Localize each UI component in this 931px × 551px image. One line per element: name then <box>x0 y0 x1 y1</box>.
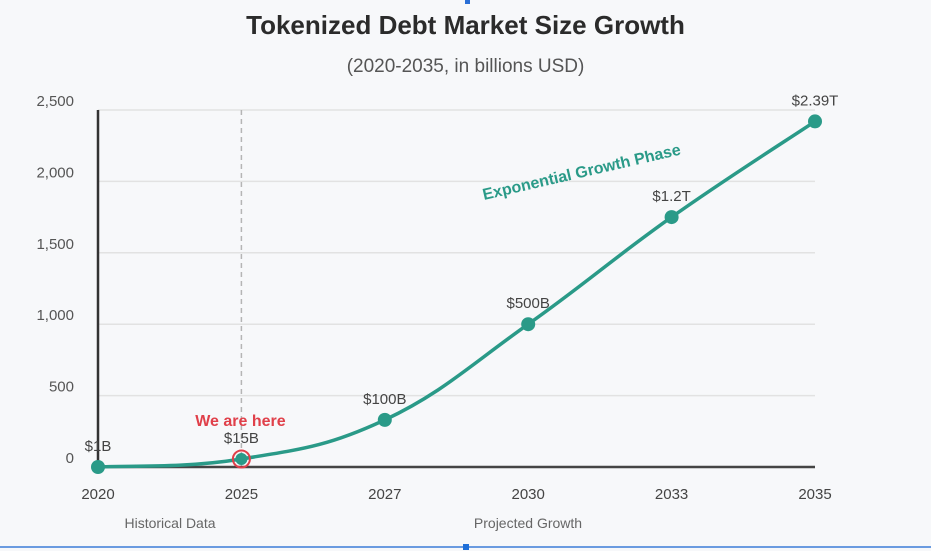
y-tick-label: 1,000 <box>36 307 74 324</box>
y-tick-label: 2,500 <box>36 93 74 110</box>
we-are-here-label: We are here <box>195 413 286 430</box>
chart-title: Tokenized Debt Market Size Growth <box>246 10 685 40</box>
current-point-highlight-ring <box>231 449 251 469</box>
data-point[interactable] <box>377 412 392 427</box>
y-tick-label: 0 <box>66 450 74 467</box>
y-tick-label: 2,000 <box>36 164 74 181</box>
x-tick-label: 2025 <box>225 486 258 503</box>
data-point[interactable] <box>235 453 248 466</box>
y-axis-ticks: 0 500 1,000 1,500 2,000 2,500 <box>36 93 74 467</box>
x-tick-label: 2020 <box>81 486 114 503</box>
data-point[interactable] <box>521 317 536 332</box>
data-points: $1B $15B $100B $500B $1.2T $2.39T <box>85 92 839 474</box>
y-tick-label: 500 <box>49 379 74 396</box>
data-label: $1B <box>85 438 112 455</box>
phase-label-projected: Projected Growth <box>474 515 582 531</box>
data-point[interactable] <box>664 210 679 225</box>
data-label: $2.39T <box>792 92 839 109</box>
x-tick-label: 2027 <box>368 486 401 503</box>
data-point[interactable] <box>91 460 105 474</box>
data-label: $100B <box>363 391 406 408</box>
data-label: $15B <box>224 430 259 447</box>
series-line <box>97 119 816 469</box>
y-tick-label: 1,500 <box>36 236 74 253</box>
x-axis-ticks: 2020 2025 2027 2030 2033 2035 <box>81 486 831 503</box>
bottom-resize-handle <box>463 544 469 550</box>
gridlines <box>98 109 815 397</box>
x-tick-label: 2030 <box>512 486 545 503</box>
top-resize-handle <box>465 0 470 4</box>
chart-subtitle: (2020-2035, in billions USD) <box>346 56 585 77</box>
data-point[interactable] <box>808 114 822 129</box>
x-tick-label: 2033 <box>655 486 688 503</box>
data-label: $500B <box>507 295 550 312</box>
phase-label-historical: Historical Data <box>124 515 215 531</box>
data-label: $1.2T <box>652 188 690 205</box>
x-tick-label: 2035 <box>798 486 831 503</box>
